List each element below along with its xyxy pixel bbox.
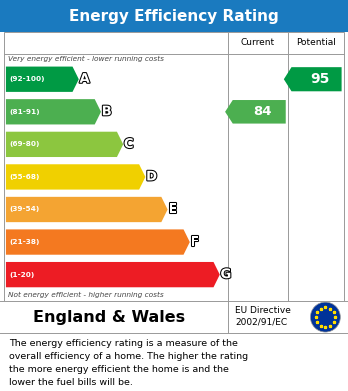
Text: the more energy efficient the home is and the: the more energy efficient the home is an… bbox=[9, 365, 229, 374]
Text: (39-54): (39-54) bbox=[9, 206, 40, 212]
Bar bbox=[0, 301, 348, 333]
Text: (69-80): (69-80) bbox=[9, 142, 40, 147]
Polygon shape bbox=[6, 262, 220, 287]
Text: A: A bbox=[79, 73, 90, 86]
Text: B: B bbox=[102, 105, 112, 118]
Polygon shape bbox=[6, 99, 101, 124]
Text: Not energy efficient - higher running costs: Not energy efficient - higher running co… bbox=[8, 292, 164, 298]
Ellipse shape bbox=[310, 302, 340, 332]
Text: D: D bbox=[146, 170, 157, 183]
Text: 95: 95 bbox=[310, 72, 330, 86]
Polygon shape bbox=[225, 100, 286, 124]
Bar bbox=[4, 32, 344, 301]
Text: (21-38): (21-38) bbox=[9, 239, 40, 245]
Text: Very energy efficient - lower running costs: Very energy efficient - lower running co… bbox=[8, 56, 164, 62]
Text: EU Directive: EU Directive bbox=[235, 305, 291, 315]
Polygon shape bbox=[284, 67, 342, 91]
Polygon shape bbox=[6, 164, 145, 190]
Text: lower the fuel bills will be.: lower the fuel bills will be. bbox=[9, 378, 133, 387]
Bar bbox=[0, 0, 348, 32]
Text: 84: 84 bbox=[253, 105, 272, 118]
Text: England & Wales: England & Wales bbox=[33, 310, 185, 325]
Polygon shape bbox=[6, 197, 168, 222]
Polygon shape bbox=[6, 132, 123, 157]
Text: The energy efficiency rating is a measure of the: The energy efficiency rating is a measur… bbox=[9, 339, 238, 348]
Text: (92-100): (92-100) bbox=[9, 76, 45, 82]
Polygon shape bbox=[6, 66, 79, 92]
Text: (1-20): (1-20) bbox=[9, 272, 35, 278]
Text: overall efficiency of a home. The higher the rating: overall efficiency of a home. The higher… bbox=[9, 352, 248, 361]
Text: (55-68): (55-68) bbox=[9, 174, 40, 180]
Text: Potential: Potential bbox=[296, 38, 336, 47]
Text: 2002/91/EC: 2002/91/EC bbox=[235, 317, 287, 326]
Text: F: F bbox=[190, 235, 200, 249]
Text: Current: Current bbox=[241, 38, 275, 47]
Text: Energy Efficiency Rating: Energy Efficiency Rating bbox=[69, 9, 279, 23]
Text: E: E bbox=[168, 203, 177, 216]
Text: (81-91): (81-91) bbox=[9, 109, 40, 115]
Polygon shape bbox=[6, 230, 190, 255]
Text: G: G bbox=[221, 268, 231, 281]
Text: C: C bbox=[124, 138, 134, 151]
